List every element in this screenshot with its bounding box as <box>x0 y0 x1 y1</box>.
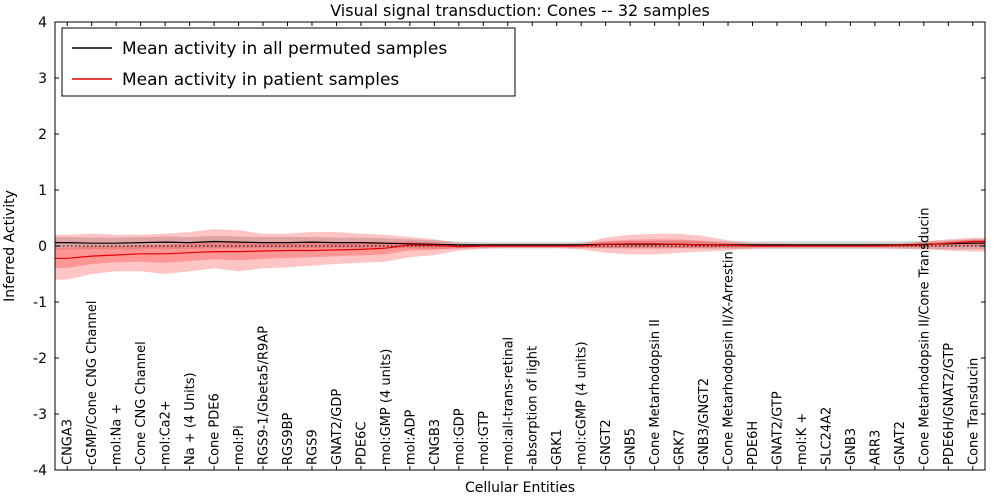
y-tick-label: 1 <box>38 183 47 199</box>
x-category-label: PDE6H/GNAT2/GTP <box>942 343 957 465</box>
x-category-label: Cone Metarhodopsin II/Cone Transducin <box>917 208 932 466</box>
x-category-label: absorption of light <box>526 346 541 465</box>
x-category-label: GNB3/GNGT2 <box>697 378 712 465</box>
patient-mean-line <box>55 240 985 259</box>
x-category-label: GNAT2 <box>893 421 908 465</box>
y-tick-labels: -4 -3 -2 -1 0 1 2 3 4 <box>33 15 47 479</box>
x-category-label: RGS9-1/Gbeta5/R9AP <box>257 326 272 465</box>
x-category-label: mol:cGMP (4 units) <box>575 341 590 465</box>
legend-label-patient: Mean activity in patient samples <box>122 70 399 90</box>
x-category-label: GNB5 <box>624 428 639 465</box>
x-category-label: Cone CNG Channel <box>134 341 149 465</box>
x-category-label: ARR3 <box>868 430 883 465</box>
x-category-label: CNGA3 <box>61 419 76 465</box>
patient-band-outer <box>55 229 985 280</box>
x-category-label: CNGB3 <box>428 419 443 465</box>
y-tick-label: -4 <box>33 463 47 479</box>
legend-label-permuted: Mean activity in all permuted samples <box>122 39 447 59</box>
x-category-label: GRK7 <box>673 429 688 465</box>
x-category-label: mol:GTP <box>477 411 492 465</box>
y-tick-label: 4 <box>38 15 47 31</box>
x-axis-label: Cellular Entities <box>465 480 575 496</box>
x-category-label: mol:ADP <box>403 409 418 465</box>
legend-box <box>61 27 516 97</box>
x-category-label: Cone Transducin <box>966 358 981 465</box>
x-category-label: mol:Ca2+ <box>159 400 174 465</box>
x-category-label: mol:GDP <box>452 408 467 465</box>
x-category-label: Na + (4 Units) <box>183 372 198 465</box>
x-category-label: mol:all-trans-retinal <box>501 337 516 465</box>
x-category-label: cGMP/Cone CNG Channel <box>85 301 100 465</box>
x-category-label: RGS9 <box>305 429 320 465</box>
y-tick-label: 3 <box>38 71 47 87</box>
x-category-label: GNAT2/GTP <box>770 391 785 465</box>
y-tick-label: 0 <box>38 239 47 255</box>
x-category-label: Cone Metarhodopsin II <box>648 319 663 465</box>
x-category-label: SLC24A2 <box>819 407 834 465</box>
axis-ticks <box>55 21 985 471</box>
x-category-label: GRK1 <box>550 429 565 465</box>
x-category-label: GNGT2 <box>599 419 614 465</box>
x-category-label: mol:GMP (4 units) <box>379 349 394 465</box>
x-category-label: Cone PDE6 <box>208 393 223 465</box>
y-tick-label: -1 <box>33 295 47 311</box>
confidence-bands <box>55 229 985 280</box>
x-category-label: Cone Metarhodopsin II/X-Arrestin <box>722 251 737 465</box>
y-tick-label: 2 <box>38 127 47 143</box>
x-category-label: mol:K + <box>795 413 810 465</box>
y-axis-label: Inferred Activity <box>2 190 18 302</box>
chart-title: Visual signal transduction: Cones -- 32 … <box>330 1 710 20</box>
x-category-label: PDE6C <box>354 422 369 465</box>
x-category-label: RGS9BP <box>281 412 296 465</box>
x-category-label: GNAT2/GDP <box>330 389 345 465</box>
legend: Mean activity in all permuted samples Me… <box>61 27 516 97</box>
y-tick-label: -2 <box>33 351 47 367</box>
y-tick-label: -3 <box>33 407 47 423</box>
x-category-labels: CNGA3 cGMP/Cone CNG Channel mol:Na + Cone C… <box>61 208 982 466</box>
x-category-label: GNB3 <box>844 428 859 465</box>
x-category-label: mol:Pi <box>232 425 247 465</box>
x-category-label: PDE6H <box>746 421 761 465</box>
permuted-mean-line <box>55 240 985 246</box>
series-lines <box>55 240 985 259</box>
x-category-label: mol:Na + <box>110 404 125 465</box>
